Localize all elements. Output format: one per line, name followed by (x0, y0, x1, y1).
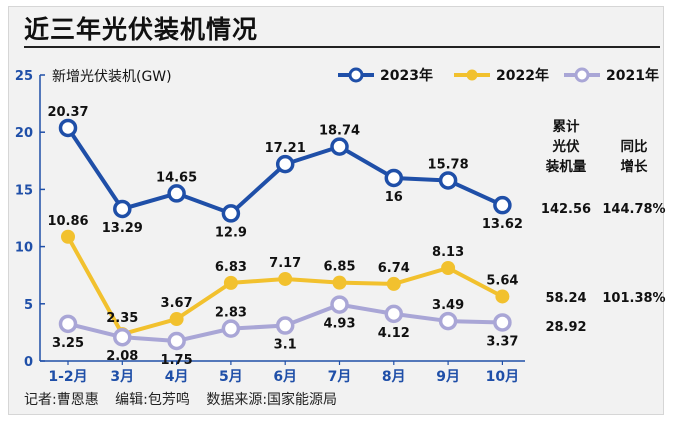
data-label: 2.08 (106, 349, 138, 364)
summary-yoy-value: 101.38% (602, 291, 665, 306)
data-point (275, 154, 295, 174)
data-label: 20.37 (47, 105, 88, 120)
data-point (332, 275, 347, 290)
data-point (61, 229, 75, 244)
data-label: 8.13 (432, 245, 464, 260)
summary-cumulative-value: 28.92 (545, 320, 586, 335)
data-label: 3.37 (486, 334, 518, 349)
data-point (221, 204, 241, 223)
y-tick-label: 25 (15, 69, 33, 84)
data-point (278, 271, 293, 286)
data-point (275, 316, 295, 335)
data-label: 2.35 (106, 311, 138, 326)
data-point (386, 276, 401, 291)
data-label: 3.25 (52, 336, 84, 351)
legend-label: 2022年 (496, 67, 549, 84)
data-label: 15.78 (428, 157, 469, 172)
data-point (58, 118, 78, 138)
x-tick-label: 3月 (110, 369, 134, 385)
data-point (384, 304, 404, 324)
data-label: 13.29 (102, 221, 143, 236)
x-tick-label: 10月 (486, 369, 519, 385)
data-label: 2.83 (215, 306, 247, 321)
x-tick-label: 5月 (219, 369, 243, 385)
data-point (495, 289, 510, 304)
data-point (113, 327, 132, 347)
data-label: 13.62 (482, 217, 523, 232)
data-point (330, 137, 349, 156)
credit-source: 数据来源:国家能源局 (206, 392, 338, 408)
credits: 记者:曹恩惠 编辑:包芳鸣 数据来源:国家能源局 (24, 389, 349, 409)
data-label: 3.1 (274, 338, 297, 353)
data-label: 6.85 (323, 260, 355, 275)
legend-label: 2023年 (380, 67, 433, 84)
axes: 0 5 10 15 20 25 1-2月 3月 4月 5月 6月 7月 8月 9月 10月 新增光伏装机(GW… (15, 69, 525, 385)
data-point (441, 260, 456, 275)
y-tick-label: 10 (15, 241, 33, 256)
data-point (384, 168, 404, 188)
data-label: 7.17 (269, 256, 301, 271)
data-label: 4.93 (323, 317, 355, 332)
legend: 2023年 2022年 2021年 (338, 67, 659, 84)
data-point (493, 313, 512, 332)
data-point (221, 319, 241, 338)
y-tick-label: 5 (24, 298, 33, 313)
summary-header-cumulative: 装机量 (545, 158, 587, 175)
summary-header-cumulative: 光伏 (552, 138, 581, 155)
data-label: 3.49 (432, 298, 464, 313)
summary-cumulative-value: 58.24 (545, 291, 586, 306)
data-point (330, 295, 349, 314)
data-point (438, 311, 458, 331)
legend-marker (466, 69, 478, 81)
x-tick-label: 6月 (273, 369, 297, 385)
data-labels: 20.37 13.29 14.65 12.9 17.21 18.74 16 15.78 13.6… (47, 105, 523, 368)
data-label: 10.86 (47, 214, 88, 229)
data-point (438, 171, 458, 190)
y-tick-label: 15 (15, 183, 33, 198)
data-label: 16 (385, 190, 403, 205)
data-point (113, 199, 132, 219)
x-tick-label: 7月 (328, 369, 352, 385)
data-label: 14.65 (156, 170, 197, 185)
x-tick-label: 1-2月 (48, 369, 87, 385)
data-label: 18.74 (319, 124, 360, 139)
credit-editor: 编辑:包芳鸣 (115, 392, 190, 408)
data-label: 6.83 (215, 260, 247, 275)
y-tick-label: 20 (15, 126, 33, 141)
series-points (58, 118, 512, 351)
title-divider (24, 46, 660, 48)
data-label: 3.67 (161, 296, 193, 311)
data-point (493, 195, 512, 215)
legend-marker (348, 67, 364, 83)
summary-yoy-value: 144.78% (602, 202, 665, 217)
data-point (167, 184, 186, 203)
data-point (167, 331, 186, 351)
chart-title: 近三年光伏装机情况 (24, 15, 259, 44)
data-label: 1.75 (161, 353, 193, 368)
data-label: 17.21 (265, 141, 306, 156)
y-tick-label: 0 (24, 355, 33, 370)
legend-label: 2021年 (606, 67, 659, 84)
data-label: 4.12 (378, 326, 410, 341)
x-tick-label: 9月 (436, 369, 460, 385)
data-label: 12.9 (215, 225, 247, 240)
x-tick-label: 8月 (382, 369, 406, 385)
data-point (58, 314, 78, 334)
summary-cumulative-value: 142.56 (541, 202, 591, 217)
x-tick-label: 4月 (165, 369, 189, 385)
data-point (223, 275, 238, 290)
summary-header-yoy: 同比 (621, 138, 648, 155)
legend-marker (574, 67, 590, 83)
data-label: 5.64 (486, 273, 518, 288)
summary-header-cumulative: 累计 (553, 118, 581, 135)
data-point (169, 312, 184, 327)
y-axis-title: 新增光伏装机(GW) (52, 69, 172, 85)
data-label: 6.74 (378, 261, 410, 276)
credit-reporter: 记者:曹恩惠 (24, 392, 99, 408)
summary-header-yoy: 增长 (621, 158, 649, 175)
